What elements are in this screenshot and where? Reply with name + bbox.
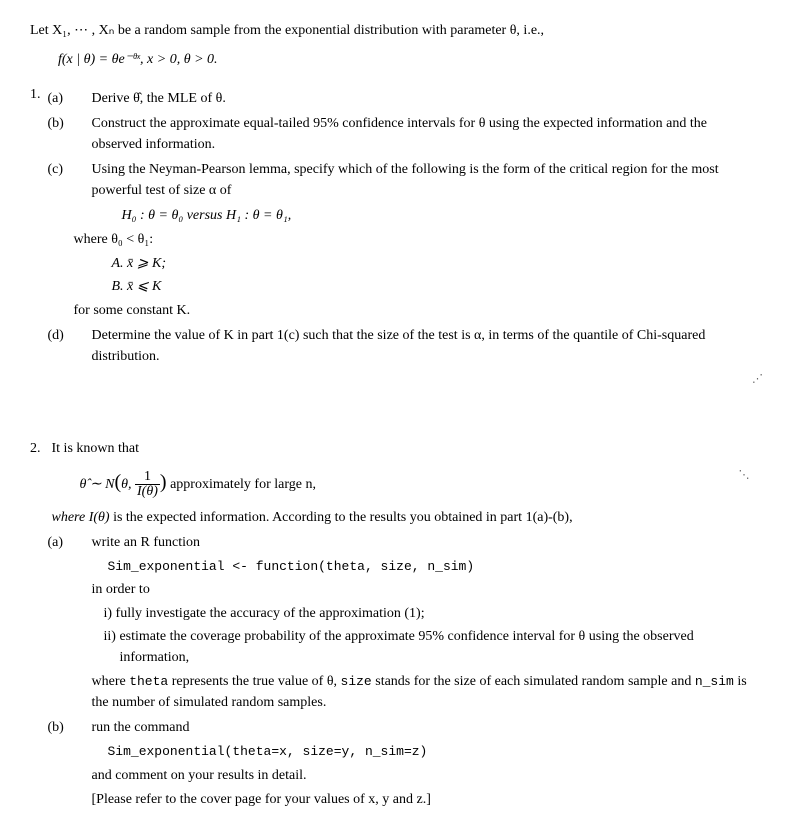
dots-1: ⋰	[752, 371, 765, 388]
q1c-label: (c)	[70, 159, 92, 180]
q1c-choice-B: B. x̄ ⩽ K	[112, 276, 752, 297]
q1c: (c)Using the Neyman-Pearson lemma, speci…	[70, 159, 752, 201]
q1c-where: where θ₀ < θ₁:	[74, 229, 752, 250]
q2-frac-num: 1	[135, 470, 160, 485]
q2b-comment: and comment on your results in detail.	[92, 765, 752, 786]
q2-frac-den: I(θ)	[135, 485, 160, 499]
q2a-i: i) fully investigate the accuracy of the…	[104, 603, 752, 624]
density-formula: f(x | θ) = θe⁻ᶿˣ, x > 0, θ > 0.	[58, 49, 765, 70]
q2-number: 2.	[30, 438, 48, 459]
eq-tag-1: ⋰	[30, 371, 765, 388]
q1-number: 1.	[30, 84, 48, 105]
q1c-hypotheses: H₀ : θ = θ₀ versus H₁ : θ = θ₁,	[122, 205, 752, 226]
dots-2: ⋱	[739, 467, 752, 484]
q2-paren-close: )	[160, 471, 167, 493]
q2a: (a)write an R function	[70, 532, 752, 553]
code-size: size	[341, 674, 372, 689]
q2-formula-theta: θ,	[121, 477, 135, 492]
q2-formula-pre: θ̂ ∼ N	[80, 477, 115, 492]
q1b-text: Construct the approximate equal-tailed 9…	[92, 116, 708, 152]
q2b-code: Sim_exponential(theta=x, size=y, n_sim=z…	[108, 742, 752, 762]
q1b: (b)Construct the approximate equal-taile…	[70, 113, 752, 155]
q1b-label: (b)	[70, 113, 92, 134]
q2a-where-theta: where theta represents the true value of…	[92, 671, 752, 713]
code-nsim: n_sim	[695, 674, 734, 689]
code-theta: theta	[129, 674, 168, 689]
q2b-text: run the command	[92, 720, 190, 735]
q1a-label: (a)	[70, 88, 92, 109]
q2a-code: Sim_exponential <- function(theta, size,…	[108, 557, 752, 577]
intro-text: Let X₁, ⋯ , Xₙ be a random sample from t…	[30, 20, 765, 41]
q2-formula-post: approximately for large n,	[167, 477, 316, 492]
q1d: (d)Determine the value of K in part 1(c)…	[70, 325, 752, 367]
q2a-ii: ii) estimate the coverage probability of…	[104, 626, 752, 668]
question-2: 2. It is known that θ̂ ∼ N(θ, 1I(θ)) app…	[30, 438, 765, 813]
q1a: (a)Derive θ̂, the MLE of θ.	[70, 88, 752, 109]
q2a-label: (a)	[70, 532, 92, 553]
q1d-text: Determine the value of K in part 1(c) su…	[92, 328, 706, 364]
q1d-label: (d)	[70, 325, 92, 346]
formula1-text: f(x | θ) = θe⁻ᶿˣ, x > 0, θ > 0.	[58, 52, 218, 67]
q1a-text: Derive θ̂, the MLE of θ.	[92, 91, 226, 106]
question-1: 1. (a)Derive θ̂, the MLE of θ. (b)Constr…	[30, 84, 765, 371]
wt1: where	[92, 674, 130, 689]
q2a-text: write an R function	[92, 535, 200, 550]
q2-where: where I(θ) is the expected information. …	[52, 507, 752, 528]
q1c-choice-A: A. x̄ ⩾ K;	[112, 253, 752, 274]
q2b-ref: [Please refer to the cover page for your…	[92, 789, 752, 810]
wt3: stands for the size of each simulated ra…	[372, 674, 695, 689]
q1c-text: Using the Neyman-Pearson lemma, specify …	[92, 162, 719, 198]
q2-formula-row: θ̂ ∼ N(θ, 1I(θ)) approximately for large…	[80, 467, 752, 499]
q2-fraction: 1I(θ)	[135, 470, 160, 499]
q2-intro: It is known that	[52, 441, 140, 456]
q2b: (b)run the command	[70, 717, 752, 738]
q2b-label: (b)	[70, 717, 92, 738]
q2a-inorder: in order to	[92, 579, 752, 600]
wt2: represents the true value of θ,	[168, 674, 340, 689]
q1c-forsome: for some constant K.	[74, 300, 752, 321]
